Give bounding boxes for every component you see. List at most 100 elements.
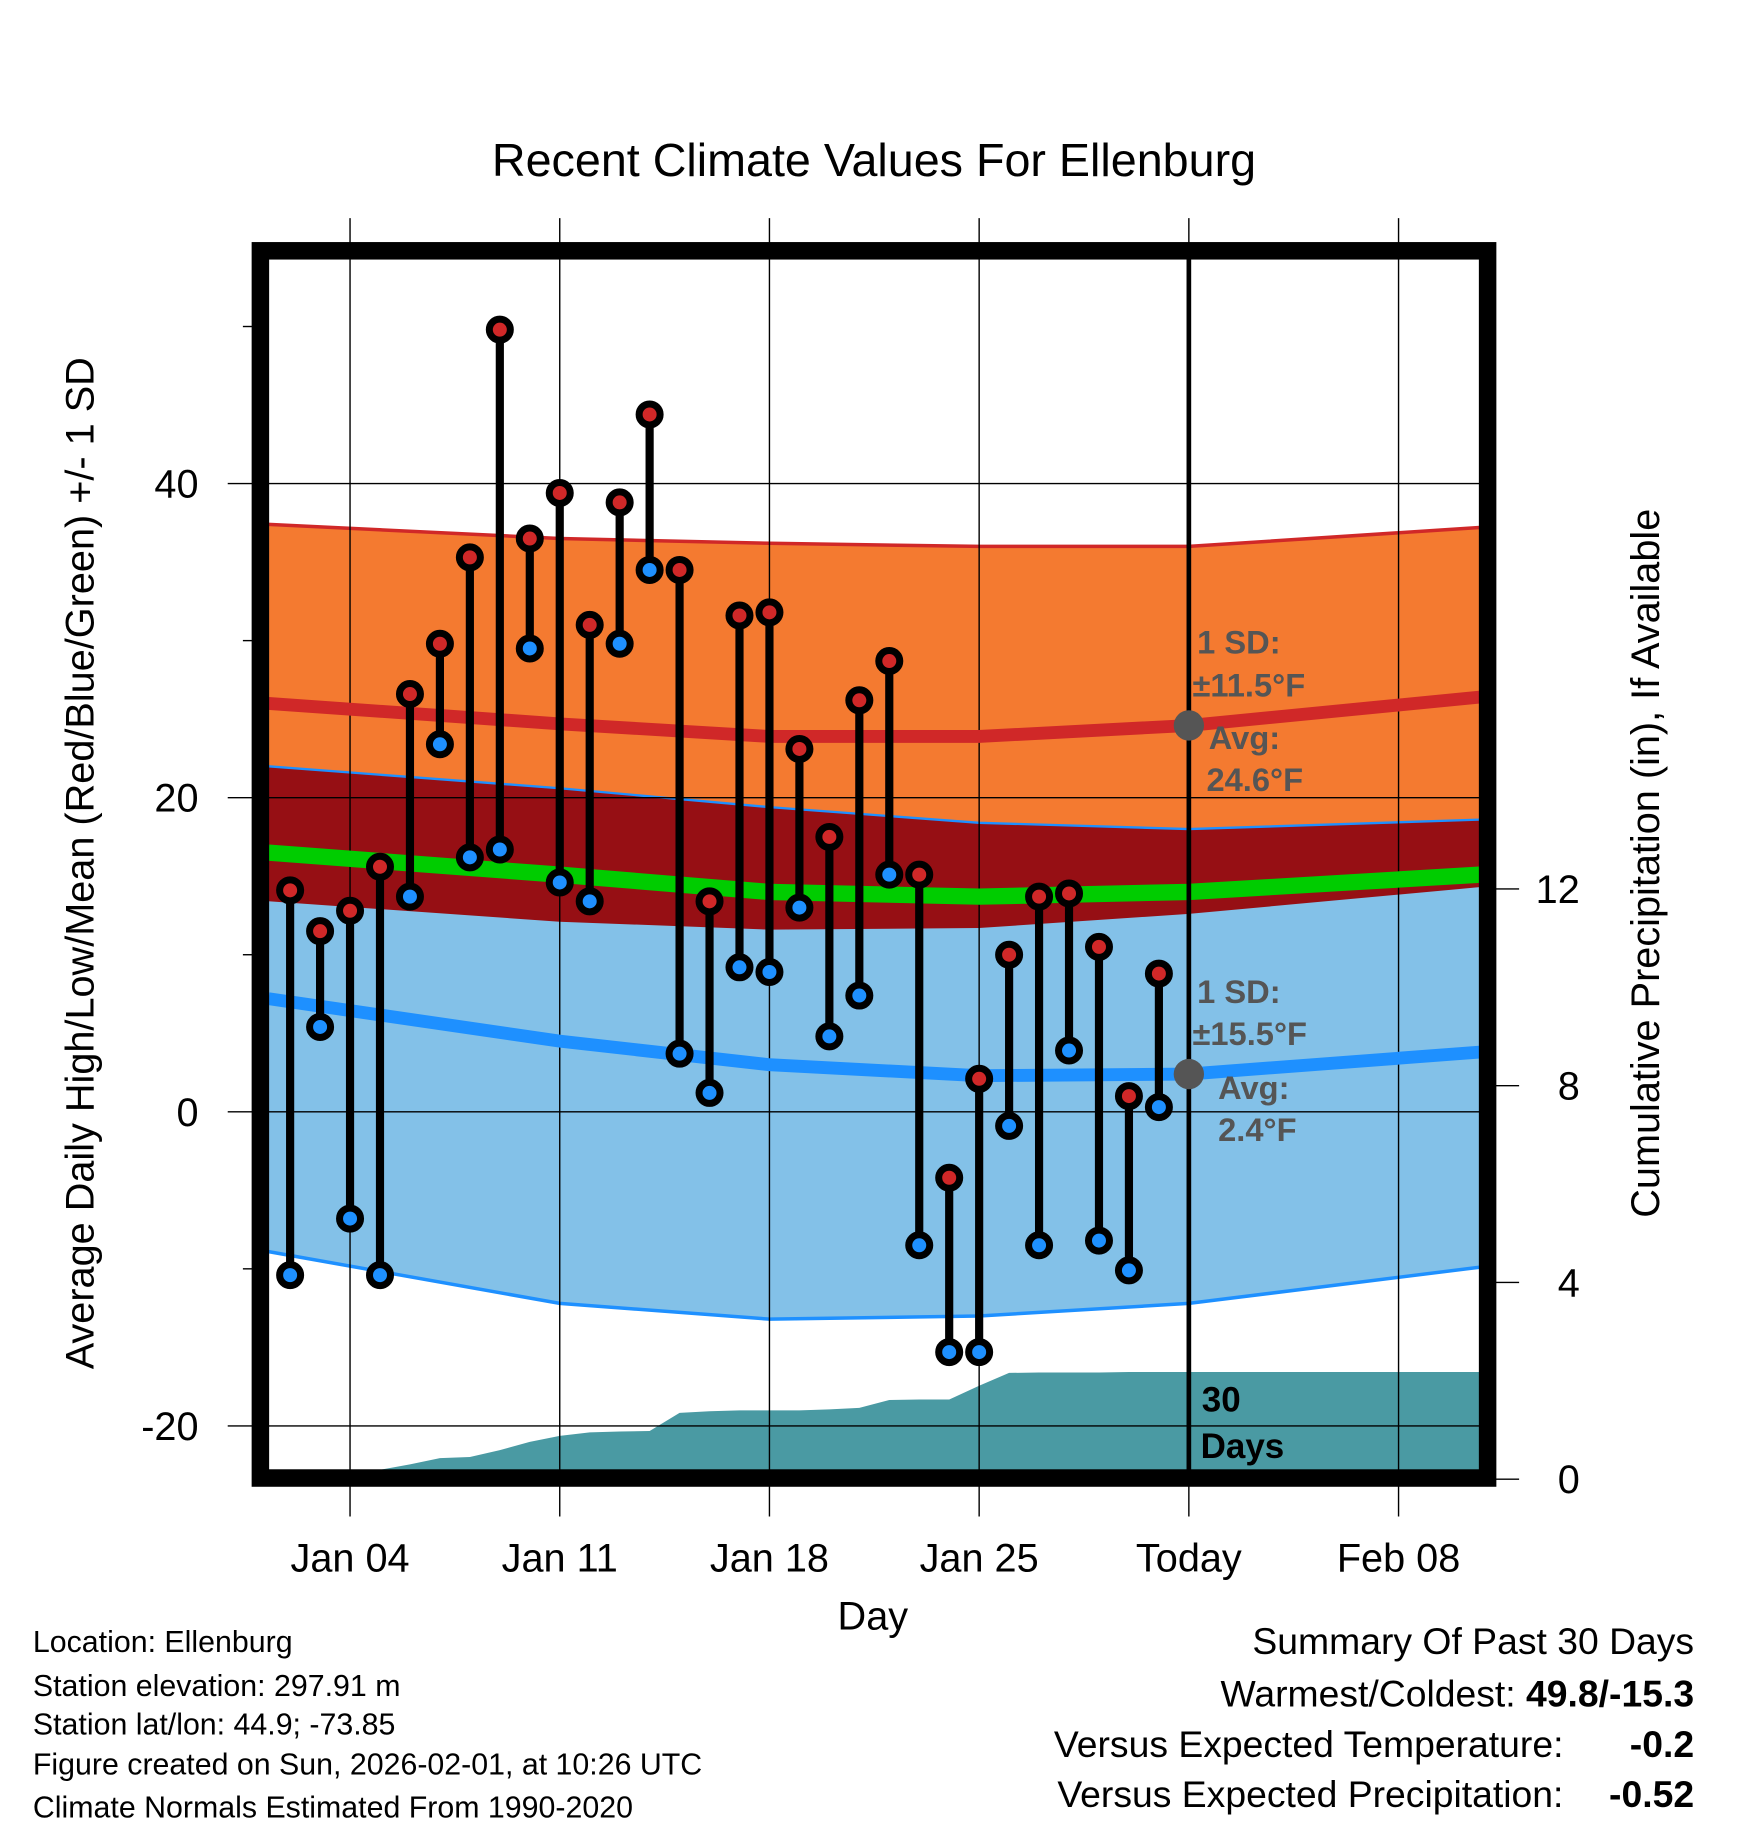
high-avg-label: Avg:	[1209, 719, 1280, 756]
daily-low-point	[425, 730, 454, 759]
daily-low-point	[485, 835, 514, 864]
y-tick-label: 0	[176, 1091, 198, 1135]
daily-high-point	[575, 610, 604, 639]
low-plus-sd-line	[268, 765, 1480, 831]
summary-title: Summary Of Past 30 Days	[1252, 1620, 1694, 1662]
daily-low-point	[1114, 1256, 1143, 1285]
daily-high-point	[845, 686, 874, 715]
precip-area	[359, 1371, 1480, 1470]
daily-high-point	[935, 1163, 964, 1192]
y2-tick-label: 0	[1558, 1458, 1580, 1502]
high-avg-value: 24.6°F	[1206, 761, 1303, 798]
daily-low-point	[365, 1261, 394, 1290]
daily-low-point	[276, 1261, 305, 1290]
temp-value: -0.2	[1630, 1723, 1694, 1765]
info-location: Location: Ellenburg	[33, 1626, 293, 1659]
daily-high-point	[785, 734, 814, 763]
daily-high-point	[695, 887, 724, 916]
daily-low-point	[785, 893, 814, 922]
daily-high-point	[1114, 1082, 1143, 1111]
high-avg-line	[268, 690, 1481, 743]
warmest-value: 49.8/-15.3	[1526, 1673, 1694, 1715]
daily-bars	[276, 315, 1173, 1367]
daily-low-point	[725, 953, 754, 982]
daily-high-point	[755, 598, 784, 627]
daily-high-point	[1025, 882, 1054, 911]
low-avg-value: 2.4°F	[1218, 1111, 1296, 1148]
days-word: Days	[1201, 1427, 1285, 1466]
daily-low-point	[515, 634, 544, 663]
info-elevation: Station elevation: 297.91 m	[33, 1670, 401, 1703]
precip-label: Versus Expected Precipitation:	[1057, 1773, 1563, 1815]
warmest-label: Warmest/Coldest:	[1221, 1673, 1516, 1715]
temp-label: Versus Expected Temperature:	[1054, 1723, 1564, 1765]
daily-high-point	[1144, 959, 1173, 988]
daily-high-point	[365, 852, 394, 881]
mean-avg-line	[267, 844, 1480, 905]
daily-low-point	[1084, 1226, 1113, 1255]
daily-high-point	[665, 555, 694, 584]
x-tick-label: Feb 08	[1337, 1536, 1460, 1580]
precipitation-area	[359, 1371, 1480, 1470]
daily-low-point	[1025, 1231, 1054, 1260]
y2-tick-label: 4	[1558, 1261, 1580, 1305]
high-sd-value: ±11.5°F	[1192, 666, 1305, 703]
low-minus-sd-line	[268, 1249, 1480, 1321]
daily-low-point	[1055, 1036, 1084, 1065]
daily-high-point	[485, 315, 514, 344]
daily-high-point	[605, 488, 634, 517]
x-tick-label: Jan 04	[291, 1536, 410, 1580]
daily-low-point	[306, 1012, 335, 1041]
summary-warmest: Warmest/Coldest: 49.8/-15.3	[1221, 1673, 1695, 1715]
daily-high-point	[815, 822, 844, 851]
y-tick-label: 40	[154, 463, 198, 507]
daily-high-point	[1055, 879, 1084, 908]
high-plus-sd-line	[268, 522, 1480, 549]
daily-low-point	[995, 1111, 1024, 1140]
normal-lines	[267, 258, 1481, 1470]
x-tick-label: Today	[1136, 1536, 1242, 1580]
x-axis-label: Day	[838, 1595, 909, 1639]
y-tick-label: -20	[141, 1405, 198, 1449]
today-high-avg-marker	[1173, 710, 1205, 741]
daily-low-point	[755, 958, 784, 987]
daily-low-point	[1144, 1093, 1173, 1122]
high-sd-label: 1 SD:	[1197, 623, 1280, 660]
info-created: Figure created on Sun, 2026-02-01, at 10…	[33, 1748, 702, 1781]
daily-low-point	[545, 868, 574, 897]
daily-low-point	[695, 1078, 724, 1107]
summary: Summary Of Past 30 Days Warmest/Coldest:…	[1054, 1620, 1694, 1815]
daily-low-point	[336, 1204, 365, 1233]
daily-high-point	[965, 1064, 994, 1093]
station-info: Location: Ellenburg Station elevation: 2…	[33, 1626, 702, 1825]
today-low-avg-marker	[1173, 1058, 1205, 1090]
low-sd-value: ±15.5°F	[1192, 1015, 1307, 1052]
y-axis-label: Average Daily High/Low/Mean (Red/Blue/Gr…	[59, 357, 103, 1369]
y2-axis-label: Cumulative Precipitation (in), If Availa…	[1624, 509, 1668, 1218]
chart-title: Recent Climate Values For Ellenburg	[492, 134, 1256, 186]
info-latlon: Station lat/lon: 44.9; -73.85	[33, 1709, 396, 1742]
low-sd-label: 1 SD:	[1197, 973, 1280, 1010]
daily-low-point	[635, 555, 664, 584]
daily-high-point	[875, 647, 904, 676]
annotations: 1 SD: ±11.5°F Avg: 24.6°F 1 SD: ±15.5°F …	[1192, 623, 1307, 1466]
daily-high-point	[725, 601, 754, 630]
daily-high-point	[425, 629, 454, 658]
daily-low-point	[815, 1022, 844, 1051]
daily-high-point	[395, 680, 424, 709]
y-tick-label: 20	[154, 777, 198, 821]
daily-low-point	[845, 981, 874, 1010]
daily-low-point	[605, 629, 634, 658]
daily-low-point	[935, 1338, 964, 1367]
daily-high-point	[455, 543, 484, 572]
plot-frame	[251, 242, 1497, 1487]
daily-low-point	[575, 887, 604, 916]
daily-low-point	[875, 860, 904, 889]
daily-low-point	[395, 882, 424, 911]
low-avg-line	[267, 992, 1480, 1083]
info-normals: Climate Normals Estimated From 1990-2020	[33, 1792, 633, 1825]
days-count: 30	[1202, 1381, 1241, 1420]
precip-value: -0.52	[1609, 1773, 1694, 1815]
daily-high-point	[995, 940, 1024, 969]
